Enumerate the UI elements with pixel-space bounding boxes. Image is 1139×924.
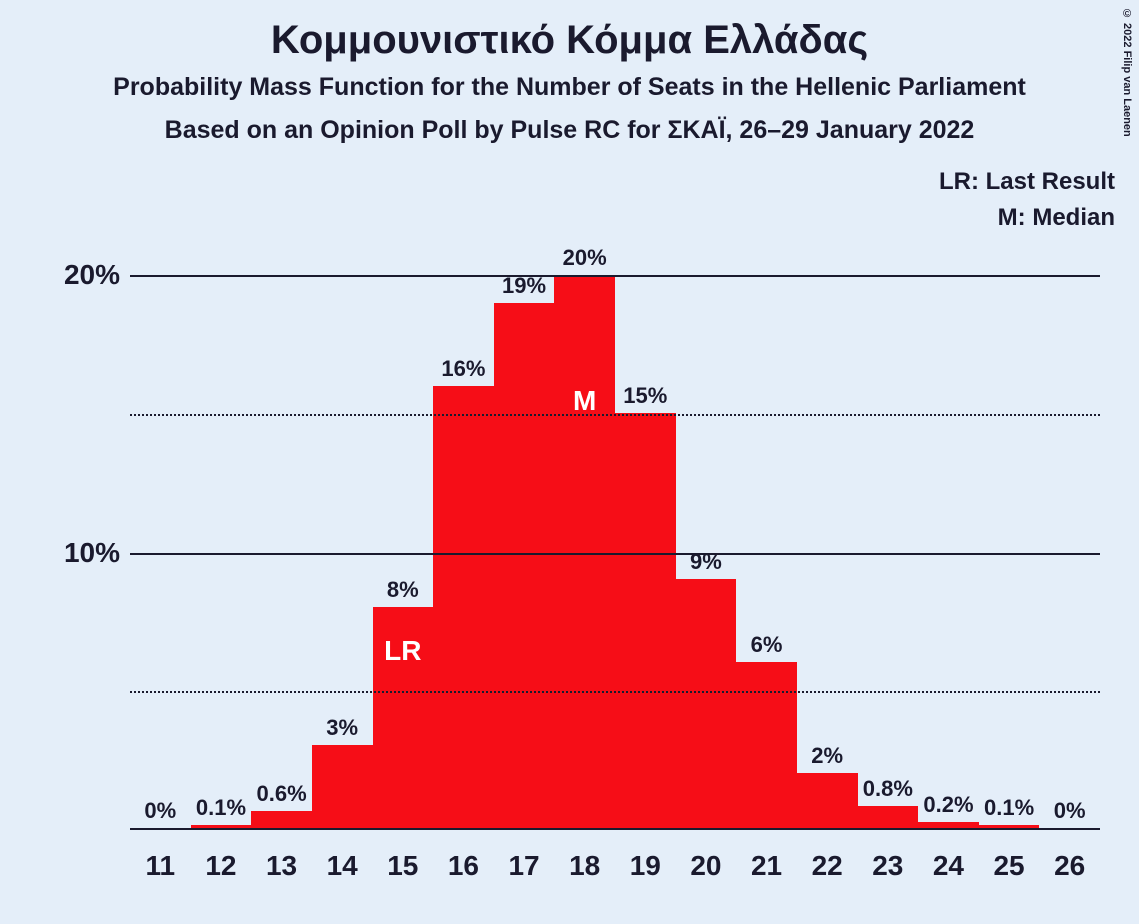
chart-area: 0%0.1%0.6%3%8%LR16%19%20%M15%9%6%2%0.8%0… [110,220,1120,830]
bar-label-23: 0.8% [863,776,913,802]
x-label-24: 24 [918,836,979,882]
bar-21: 6% [736,662,797,828]
gridline-10 [130,553,1100,555]
x-label-21: 21 [736,836,797,882]
y-tick-20: 20% [40,259,120,291]
gridline-5 [130,691,1100,693]
x-label-20: 20 [676,836,737,882]
bar-25: 0.1% [979,825,1040,828]
x-label-17: 17 [494,836,555,882]
bar-20: 9% [676,579,737,828]
gridline-15 [130,414,1100,416]
bar-label-21: 6% [751,632,783,658]
x-label-13: 13 [251,836,312,882]
chart-title: Κομμουνιστικό Κόμμα Ελλάδας [0,0,1139,63]
bar-wrap-14: 3% [312,220,373,828]
bars-group: 0%0.1%0.6%3%8%LR16%19%20%M15%9%6%2%0.8%0… [130,220,1100,828]
bar-label-25: 0.1% [984,795,1034,821]
bar-label-16: 16% [441,356,485,382]
bar-label-13: 0.6% [256,781,306,807]
bar-wrap-19: 15% [615,220,676,828]
chart-subtitle-2: Based on an Opinion Poll by Pulse RC for… [0,116,1139,145]
bar-wrap-23: 0.8% [858,220,919,828]
bar-wrap-18: 20% M [554,220,615,828]
bar-label-11: 0% [144,798,176,824]
bar-24: 0.2% [918,822,979,828]
x-label-26: 26 [1039,836,1100,882]
x-label-22: 22 [797,836,858,882]
bar-wrap-21: 6% [736,220,797,828]
bar-wrap-26: 0% [1039,220,1100,828]
bar-17: 19% [494,303,555,828]
bar-wrap-25: 0.1% [979,220,1040,828]
x-label-15: 15 [373,836,434,882]
bar-wrap-22: 2% [797,220,858,828]
chart-subtitle-1: Probability Mass Function for the Number… [0,73,1139,102]
bar-16: 16% [433,386,494,828]
bar-label-22: 2% [811,743,843,769]
bar-label-19: 15% [623,383,667,409]
bar-wrap-20: 9% [676,220,737,828]
bar-wrap-24: 0.2% [918,220,979,828]
bar-wrap-12: 0.1% [191,220,252,828]
x-label-25: 25 [979,836,1040,882]
y-tick-10: 10% [40,537,120,569]
bar-23: 0.8% [858,806,919,828]
plot-area: 0%0.1%0.6%3%8%LR16%19%20%M15%9%6%2%0.8%0… [130,220,1100,830]
x-label-11: 11 [130,836,191,882]
bar-label-14: 3% [326,715,358,741]
bar-wrap-17: 19% [494,220,555,828]
bar-annotation-m: M [573,385,596,417]
bar-wrap-11: 0% [130,220,191,828]
bar-annotation-lr: LR [384,635,421,667]
bar-19: 15% [615,413,676,828]
bar-15: 8%LR [373,607,434,828]
bar-wrap-16: 16% [433,220,494,828]
bar-18: 20%M [554,275,615,828]
x-label-19: 19 [615,836,676,882]
copyright-text: © 2022 Filip van Laenen [1121,8,1133,137]
bar-label-24: 0.2% [923,792,973,818]
bar-12: 0.1% [191,825,252,828]
bar-22: 2% [797,773,858,828]
x-label-14: 14 [312,836,373,882]
legend-lr: LR: Last Result [939,168,1115,196]
bar-14: 3% [312,745,373,828]
bar-13: 0.6% [251,811,312,828]
gridline-20 [130,275,1100,277]
x-label-12: 12 [191,836,252,882]
bar-wrap-13: 0.6% [251,220,312,828]
bar-label-12: 0.1% [196,795,246,821]
bar-label-18: 20% [563,245,607,271]
x-label-18: 18 [554,836,615,882]
bar-label-15: 8% [387,577,419,603]
x-axis-labels: 11121314151617181920212223242526 [130,836,1100,882]
bar-label-26: 0% [1054,798,1086,824]
chart-container: Κομμουνιστικό Κόμμα Ελλάδας Probability … [0,0,1139,924]
x-label-16: 16 [433,836,494,882]
x-label-23: 23 [858,836,919,882]
bar-wrap-15: 8% LR [373,220,434,828]
